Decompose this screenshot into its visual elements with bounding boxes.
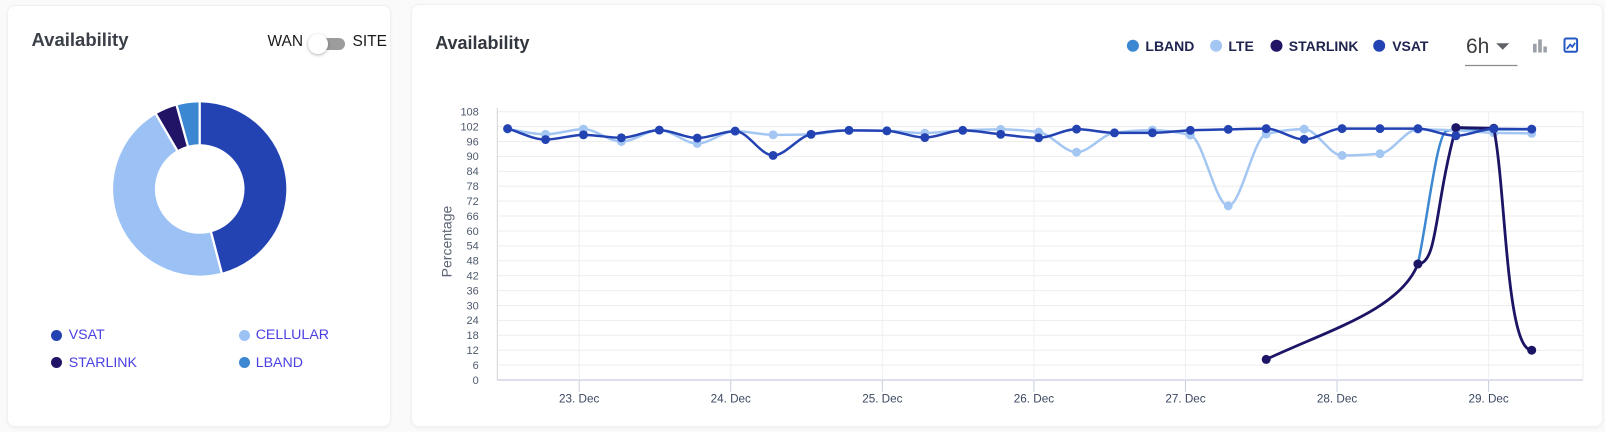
svg-text:STARLINK: STARLINK [1289, 38, 1359, 54]
svg-text:6h: 6h [1466, 35, 1489, 58]
svg-text:25. Dec: 25. Dec [862, 393, 902, 406]
svg-text:VSAT: VSAT [1392, 38, 1429, 54]
svg-text:36: 36 [467, 285, 479, 297]
svg-text:66: 66 [467, 211, 479, 223]
svg-text:29. Dec: 29. Dec [1468, 393, 1508, 406]
svg-text:78: 78 [467, 181, 479, 193]
svg-text:LTE: LTE [1228, 38, 1253, 54]
svg-text:24: 24 [467, 315, 479, 327]
svg-text:108: 108 [460, 107, 478, 119]
svg-text:102: 102 [460, 121, 478, 133]
svg-text:54: 54 [467, 241, 479, 253]
svg-text:96: 96 [467, 136, 479, 148]
svg-text:42: 42 [467, 270, 479, 282]
svg-text:26. Dec: 26. Dec [1014, 393, 1054, 406]
svg-text:30: 30 [467, 300, 479, 312]
svg-text:18: 18 [467, 330, 479, 342]
svg-text:24. Dec: 24. Dec [711, 393, 751, 406]
svg-text:28. Dec: 28. Dec [1317, 393, 1357, 406]
svg-text:12: 12 [467, 345, 479, 357]
svg-text:23. Dec: 23. Dec [559, 393, 599, 406]
svg-text:84: 84 [467, 166, 479, 178]
svg-text:Percentage: Percentage [439, 205, 455, 277]
svg-text:72: 72 [467, 196, 479, 208]
svg-text:0: 0 [473, 375, 479, 387]
svg-text:LBAND: LBAND [1145, 38, 1194, 54]
svg-text:48: 48 [467, 256, 479, 268]
svg-text:6: 6 [473, 360, 479, 372]
svg-text:90: 90 [467, 151, 479, 163]
svg-text:60: 60 [467, 226, 479, 238]
svg-text:27. Dec: 27. Dec [1165, 393, 1205, 406]
